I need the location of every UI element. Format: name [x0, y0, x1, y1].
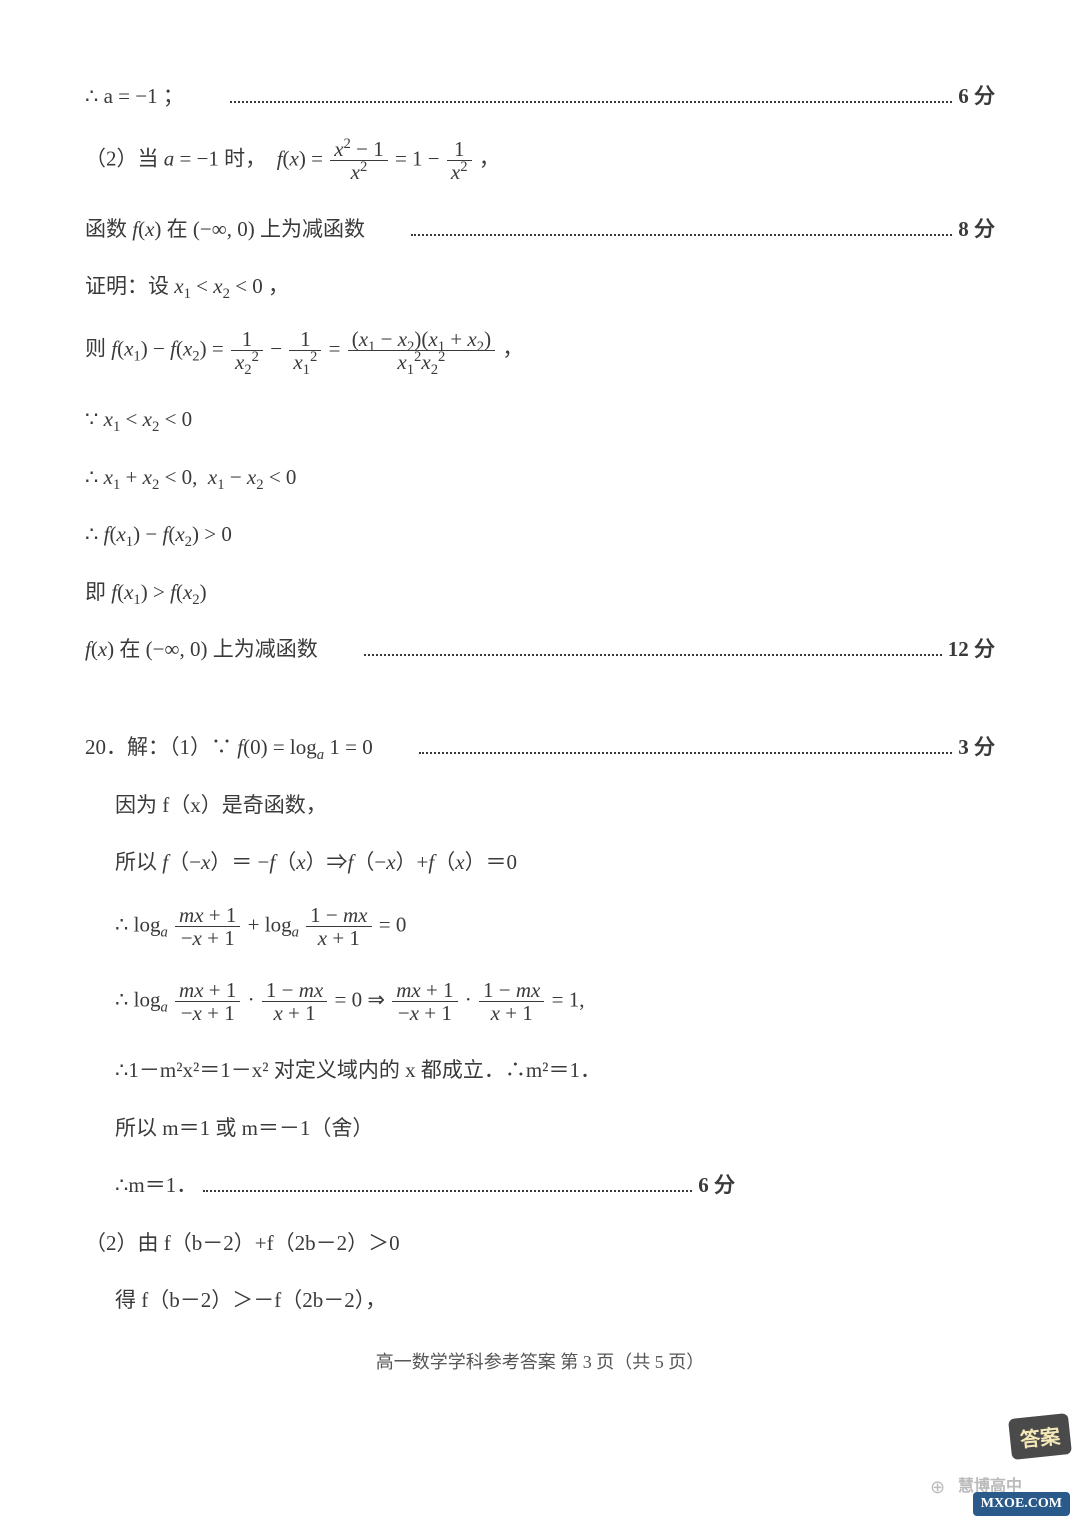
score-6: 6 分 — [958, 80, 995, 114]
line-part2-defn: （2）当 a = −1 时， f(x) = x2 − 1x2 = 1 − 1x2… — [85, 138, 995, 183]
score-12: 12 分 — [948, 633, 995, 667]
leader-dots — [230, 101, 952, 103]
q20-oddimpl: 所以 f（−x）＝ −f（x）⇒f（−x）+f（x）＝0 — [85, 846, 995, 880]
leader-dots — [411, 234, 952, 236]
q20-part2-step: 得 f（b－2）＞－f（2b－2）， — [85, 1284, 995, 1318]
leader-dots — [203, 1190, 692, 1192]
proof-conclusion: f(x) 在 (−∞, 0) 上为减函数 — [85, 633, 318, 667]
watermark: 答案 ⊕ 慧博高中 MXOE.COM — [930, 1416, 1070, 1516]
leader-dots — [364, 654, 942, 656]
q20-part2: （2）由 f（b－2）+f（2b－2）＞0 — [85, 1227, 995, 1261]
watermark-source: 慧博高中 — [958, 1472, 1022, 1496]
q20-m1: ∴m＝1． — [115, 1169, 197, 1203]
score-6b: 6 分 — [698, 1169, 735, 1203]
q20-part1: 20．解：（1）∵ f(0) = loga 1 = 0 — [85, 731, 373, 765]
watermark-badge: 答案 — [1008, 1413, 1072, 1460]
line-decreasing-claim: 函数 f(x) 在 (−∞, 0) 上为减函数 — [85, 213, 365, 247]
score-8: 8 分 — [958, 213, 995, 247]
proof-step-ie: 即 f(x1) > f(x2) — [85, 576, 995, 610]
score-3: 3 分 — [958, 731, 995, 765]
q20-mvals: 所以 m＝1 或 m＝－1（舍） — [85, 1112, 995, 1146]
wechat-icon: ⊕ — [930, 1477, 945, 1498]
proof-step-sums: ∴ x1 + x2 < 0, x1 − x2 < 0 — [85, 461, 995, 495]
math-conclusion-a: ∴ a = −1 ； — [85, 80, 184, 114]
leader-dots — [419, 752, 953, 754]
q20-odd: 因为 f（x）是奇函数， — [85, 789, 995, 823]
q20-msquare: ∴1－m²x²＝1－x² 对定义域内的 x 都成立．∴m²＝1． — [85, 1054, 995, 1088]
proof-step-diffpos: ∴ f(x1) − f(x2) > 0 — [85, 518, 995, 552]
q20-log-prod: ∴ loga mx + 1−x + 1 · 1 − mxx + 1 = 0 ⇒ … — [85, 979, 995, 1024]
q20-log-sum: ∴ loga mx + 1−x + 1 + loga 1 − mxx + 1 =… — [85, 904, 995, 949]
watermark-url: MXOE.COM — [973, 1492, 1070, 1516]
proof-setup: 证明：设 x1 < x2 < 0 ， — [85, 270, 995, 304]
page-footer: 高一数学学科参考答案 第 3 页（共 5 页） — [85, 1348, 995, 1374]
proof-step-since: ∵ x1 < x2 < 0 — [85, 403, 995, 437]
proof-diff: 则 f(x1) − f(x2) = 1x22 − 1x12 = (x1 − x2… — [85, 328, 995, 373]
